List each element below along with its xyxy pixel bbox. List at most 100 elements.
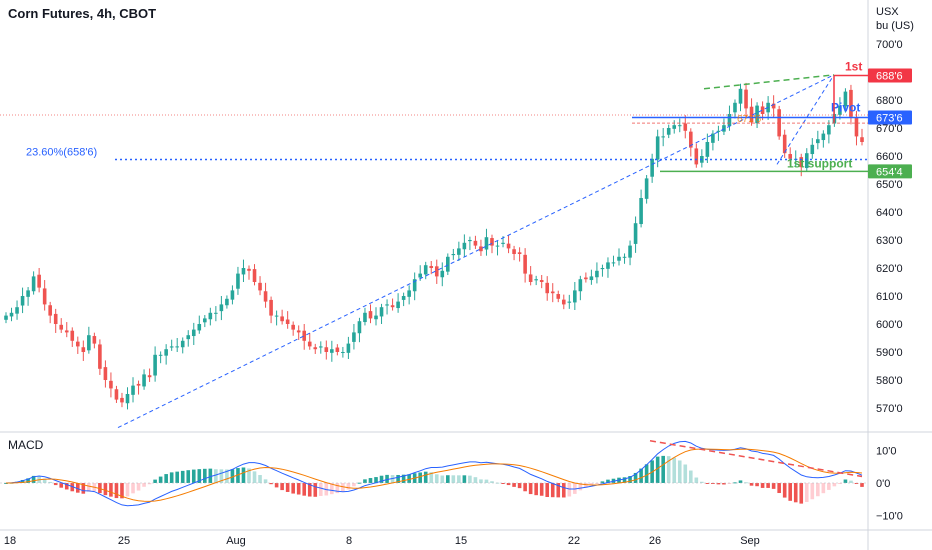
macd-histogram-bar: [64, 483, 69, 490]
candle-body: [125, 394, 130, 404]
macd-histogram-bar: [689, 470, 693, 483]
macd-histogram-bar: [114, 483, 119, 499]
candle-body: [197, 324, 202, 331]
macd-histogram-bar: [468, 475, 472, 483]
price-tick-label: 600'0: [876, 319, 903, 331]
macd-histogram-bar: [75, 483, 80, 493]
time-tick-label: 15: [455, 535, 467, 547]
macd-histogram-bar: [164, 474, 168, 483]
candle-body: [810, 144, 815, 155]
chart-title: Corn Futures, 4h, CBOT: [8, 6, 157, 21]
fib-trend-line: [117, 74, 835, 429]
price-tick-label: 640'0: [876, 207, 903, 219]
macd-histogram-bar: [390, 475, 395, 483]
macd-histogram-bar: [457, 475, 461, 483]
macd-histogram-bar: [87, 483, 91, 492]
candle-body: [827, 125, 831, 135]
fib-trend-line-2: [776, 74, 835, 165]
macd-histogram-bar: [142, 483, 146, 487]
macd-histogram-bar: [705, 483, 710, 484]
candle-body: [4, 315, 8, 320]
macd-histogram-bar: [782, 483, 787, 498]
price-tick-label: 610'0: [876, 291, 903, 303]
candle-body: [666, 128, 671, 135]
unit-label-1: USX: [876, 6, 899, 18]
candle-body: [180, 340, 185, 348]
macd-histogram-bar: [506, 483, 511, 486]
macd-histogram-bar: [716, 483, 721, 485]
macd-histogram-bar: [225, 469, 229, 483]
macd-histogram-bar: [59, 483, 64, 488]
macd-histogram-bar: [672, 457, 677, 483]
price-tick-label: 670'0: [876, 123, 903, 135]
candle-body: [363, 312, 367, 323]
candle-body: [191, 329, 196, 337]
macd-histogram-bar: [440, 475, 445, 483]
macd-histogram-bar: [396, 474, 400, 483]
candle-body: [738, 88, 743, 104]
macd-histogram-bar: [407, 474, 411, 483]
candle-body: [462, 242, 467, 250]
candle-body: [407, 290, 411, 297]
macd-histogram-bar: [363, 479, 367, 483]
candle-body: [175, 346, 179, 348]
macd-histogram-bar: [208, 468, 213, 483]
candle-body: [374, 315, 378, 320]
candle-body: [241, 268, 246, 275]
candle-body: [236, 273, 240, 289]
macd-histogram-bar: [418, 472, 422, 483]
price-pane: [4, 82, 864, 410]
time-axis[interactable]: 18 25 Aug 8 15 22 26 Sep: [4, 535, 760, 547]
macd-histogram-bar: [462, 475, 467, 483]
macd-histogram-bar: [683, 464, 688, 483]
macd-histogram-bar: [738, 480, 743, 483]
candle-body: [120, 397, 124, 403]
macd-histogram-bar: [341, 483, 345, 492]
macd-histogram-bar: [120, 483, 124, 499]
candle-body: [501, 242, 505, 244]
candle-body: [788, 154, 793, 159]
candle-body: [716, 130, 721, 132]
macd-histogram-bar: [578, 483, 583, 491]
macd-histogram-bar: [771, 483, 776, 489]
candle-body: [92, 336, 97, 344]
price-badge: [868, 110, 912, 125]
macd-histogram-bar: [490, 481, 494, 483]
macd-histogram-bar: [484, 479, 489, 483]
macd-histogram-bar: [131, 483, 135, 494]
resistance-label: 1st: [845, 60, 862, 74]
candle-body: [705, 142, 710, 157]
macd-histogram-bar: [628, 476, 632, 483]
macd-histogram-bar: [827, 483, 831, 490]
macd-histogram-bar: [589, 483, 594, 486]
macd-histogram-bar: [573, 483, 577, 494]
macd-histogram-bar: [318, 483, 323, 496]
macd-histogram-bar: [434, 474, 439, 483]
candle-body: [258, 282, 262, 291]
macd-histogram-bar: [214, 469, 218, 483]
candle-body: [567, 301, 572, 303]
candle-body: [523, 254, 527, 274]
candle-body: [506, 243, 511, 249]
candle-body: [550, 291, 555, 294]
candle-body: [368, 311, 373, 319]
candle-body: [573, 290, 577, 303]
macd-histogram-bar: [451, 475, 456, 483]
macd-histogram-bar: [401, 474, 406, 483]
macd-histogram-bar: [534, 483, 538, 496]
candle-body: [291, 324, 295, 330]
macd-histogram-bar: [655, 456, 660, 483]
time-tick-label: 18: [4, 535, 16, 547]
macd-histogram-bar: [423, 471, 428, 483]
price-axis[interactable]: 570'0 580'0 590'0 600'0 610'0 620'0 630'0 640'0…: [868, 39, 912, 523]
macd-histogram-bar: [810, 483, 815, 500]
candle-body: [490, 238, 494, 246]
candle-body: [661, 136, 665, 138]
macd-histogram-bar: [666, 456, 671, 483]
candle-body: [860, 137, 864, 142]
macd-histogram-bar: [191, 469, 196, 483]
macd-histogram-bar: [539, 483, 544, 496]
macd-histogram-bar: [48, 481, 52, 483]
candle-body: [59, 324, 64, 330]
